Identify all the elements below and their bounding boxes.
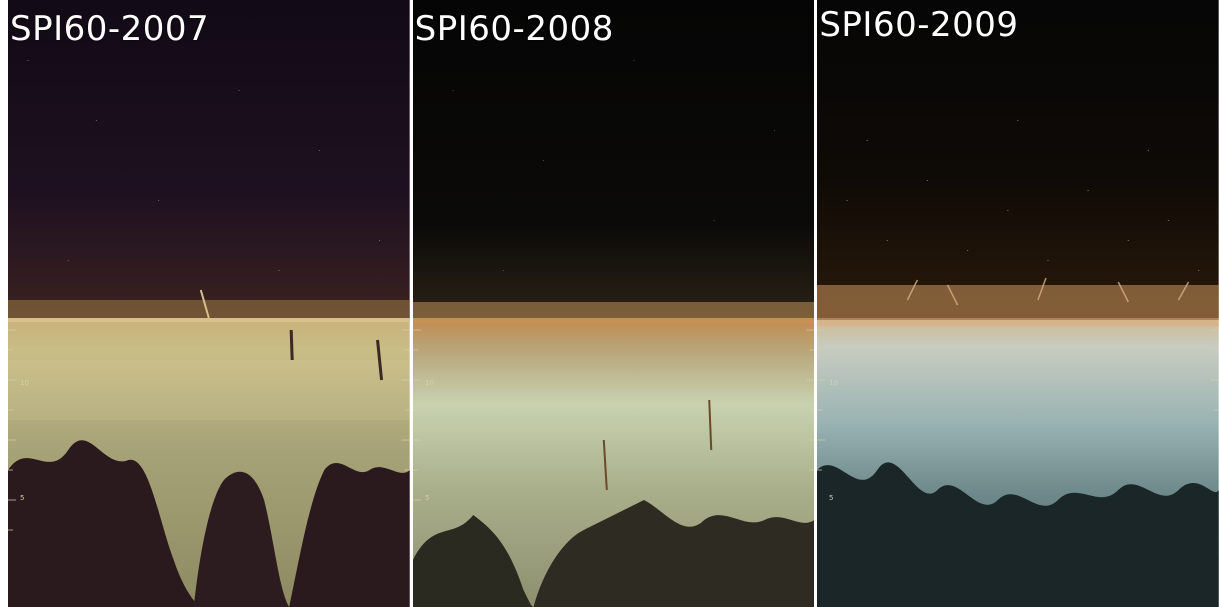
image-strip: 10 5 SPI60-2007 <box>8 0 1219 607</box>
ruler-mark-10: 10 <box>20 378 29 387</box>
ruler-mark-5: 5 <box>425 493 429 502</box>
panel-title-2008: SPI60-2008 <box>414 9 614 49</box>
ruler-mark-10: 10 <box>829 378 838 387</box>
panel-title-2009: SPI60-2009 <box>819 5 1019 45</box>
sediment-profile-panel-2009: 10 5 SPI60-2009 <box>817 0 1219 607</box>
sediment-profile-image-2007: 10 5 <box>8 0 410 607</box>
sediment-profile-image-2009: 10 5 <box>817 0 1219 607</box>
panel-title-2007: SPI60-2007 <box>10 9 210 49</box>
sediment-profile-panel-2008: 10 5 SPI60-2008 <box>412 0 815 607</box>
ruler-mark-5: 5 <box>829 493 833 502</box>
sediment-profile-image-2008: 10 5 <box>412 0 815 607</box>
sediment-profile-panel-2007: 10 5 SPI60-2007 <box>8 0 410 607</box>
ruler-mark-5: 5 <box>20 493 24 502</box>
ruler-mark-10: 10 <box>425 378 434 387</box>
